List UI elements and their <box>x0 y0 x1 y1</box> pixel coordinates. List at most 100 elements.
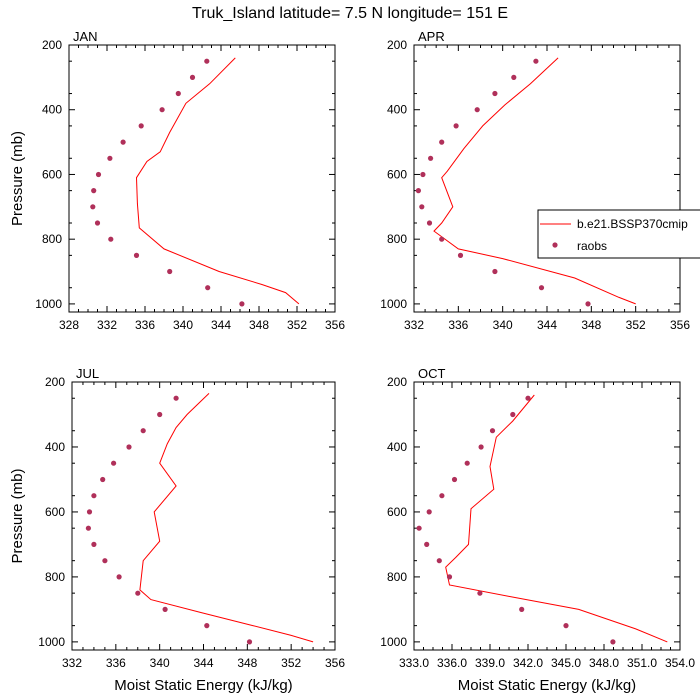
x-tick-label: 352 <box>281 656 301 670</box>
obs-point <box>474 107 480 113</box>
obs-point <box>90 204 96 210</box>
panel-label: JUL <box>76 366 99 381</box>
y-tick-label: 600 <box>387 167 407 181</box>
obs-point <box>159 107 165 113</box>
y-tick-label: 800 <box>45 570 65 584</box>
x-tick-label: 344 <box>537 318 557 332</box>
obs-point <box>428 155 434 161</box>
y-tick-label: 200 <box>387 38 407 52</box>
obs-point <box>464 460 470 466</box>
obs-point <box>489 428 496 434</box>
x-tick-label: 356 <box>325 318 345 332</box>
y-tick-label: 200 <box>45 375 65 389</box>
model-line <box>445 394 668 643</box>
obs-point <box>525 395 531 401</box>
obs-point <box>510 411 516 418</box>
obs-point <box>100 476 106 483</box>
obs-point <box>415 188 421 194</box>
obs-point <box>133 252 140 258</box>
obs-point <box>173 395 179 401</box>
plot-frame <box>68 44 336 313</box>
obs-point <box>453 123 459 129</box>
x-tick-label: 348 <box>581 318 601 332</box>
y-tick-label: 600 <box>387 505 407 519</box>
panel-label: APR <box>418 29 445 44</box>
y-tick-label: 1000 <box>380 297 407 311</box>
obs-point <box>478 444 484 450</box>
obs-point <box>91 541 97 548</box>
x-tick-label: 336.0 <box>437 656 467 670</box>
panel-jul: JUL 332 336 340 344 348 352 356 200 400 600 800 1000… <box>9 366 345 694</box>
y-axis-label: Pressure (mb) <box>9 468 26 563</box>
obs-point <box>419 204 425 210</box>
x-tick-label: 332 <box>62 656 82 670</box>
obs-point <box>436 558 442 564</box>
obs-point <box>420 171 426 178</box>
y-tick-label: 600 <box>42 167 62 181</box>
obs-point <box>563 623 569 629</box>
x-tick-label: 340 <box>173 318 193 332</box>
y-axis-label: Pressure (mb) <box>9 131 26 226</box>
x-tick-label: 340 <box>493 318 513 332</box>
y-tick-label: 200 <box>387 375 407 389</box>
obs-point <box>95 171 102 178</box>
obs-point <box>416 525 422 531</box>
y-tick-label: 400 <box>45 440 65 454</box>
x-tick-label: 352 <box>626 318 646 332</box>
y-tick-label: 600 <box>45 505 65 519</box>
x-tick-label: 348 <box>237 656 257 670</box>
x-tick-label: 351.0 <box>627 656 657 670</box>
x-tick-label: 356 <box>670 318 690 332</box>
x-tick-label: 332 <box>97 318 117 332</box>
panel-oct: OCT 333.0 336.0 339.0 342.0 345.0 348.0 351.0 35… <box>380 366 695 694</box>
obs-point <box>135 590 141 596</box>
y-tick-label: 400 <box>42 103 62 117</box>
x-tick-label: 344 <box>193 656 213 670</box>
x-tick-label: 356 <box>325 656 345 670</box>
x-axis-label: Moist Static Energy (kJ/kg) <box>458 677 636 694</box>
x-tick-label: 339.0 <box>475 656 505 670</box>
panel-label: JAN <box>73 29 98 44</box>
obs-point <box>533 58 539 64</box>
obs-point <box>492 90 498 97</box>
panel-label: OCT <box>418 366 446 381</box>
y-tick-label: 400 <box>387 440 407 454</box>
x-tick-label: 342.0 <box>513 656 543 670</box>
legend-obs-label: raobs <box>577 239 607 253</box>
x-tick-label: 336 <box>135 318 155 332</box>
obs-point <box>91 188 97 194</box>
obs-point <box>111 460 117 466</box>
obs-point <box>424 541 430 548</box>
x-tick-label: 352 <box>287 318 307 332</box>
x-tick-label: 345.0 <box>551 656 581 670</box>
legend-model-label: b.e21.BSSP370cmip <box>577 217 688 231</box>
legend-box <box>537 209 700 259</box>
obs-point <box>446 574 453 580</box>
obs-point <box>189 74 196 80</box>
x-tick-label: 344 <box>211 318 231 332</box>
obs-point <box>138 123 144 129</box>
obs-point <box>439 139 445 145</box>
obs-point <box>204 623 210 629</box>
x-tick-label: 336 <box>106 656 126 670</box>
plot-frame <box>71 381 336 651</box>
panel-apr: APR 332 336 340 344 348 352 356 200 400 600 800 1000 <box>380 29 690 332</box>
obs-point <box>439 236 445 242</box>
x-tick-label: 333.0 <box>399 656 429 670</box>
obs-point <box>439 493 445 499</box>
y-tick-label: 800 <box>387 570 407 584</box>
obs-point <box>120 139 126 145</box>
x-tick-label: 340 <box>150 656 170 670</box>
x-tick-label: 336 <box>448 318 468 332</box>
obs-point <box>511 74 517 80</box>
y-tick-label: 200 <box>42 38 62 52</box>
obs-point <box>204 58 210 64</box>
obs-point <box>205 285 211 291</box>
y-tick-label: 800 <box>387 232 407 246</box>
obs-point <box>94 220 101 226</box>
obs-point <box>157 411 163 418</box>
model-line <box>135 57 300 305</box>
obs-point <box>102 558 108 564</box>
figure-title: Truk_Island latitude= 7.5 N longitude= 1… <box>192 5 508 22</box>
obs-point <box>246 639 253 645</box>
